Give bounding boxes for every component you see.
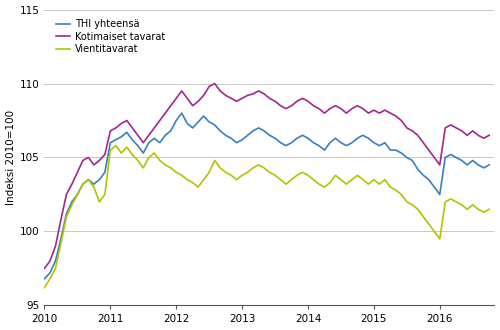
- THI yhteensä: [42, 277, 48, 281]
- Kotimaiset tavarat: [168, 104, 173, 108]
- Vientitavarat: [486, 207, 492, 211]
- Kotimaiset tavarat: [42, 266, 48, 270]
- Vientitavarat: [256, 163, 262, 167]
- Y-axis label: Indeksi 2010=100: Indeksi 2010=100: [6, 110, 16, 205]
- Kotimaiset tavarat: [393, 114, 399, 118]
- Kotimaiset tavarat: [256, 89, 262, 93]
- THI yhteensä: [256, 126, 262, 130]
- THI yhteensä: [404, 155, 410, 159]
- Line: Vientitavarat: Vientitavarat: [44, 146, 489, 288]
- Vientitavarat: [404, 200, 410, 204]
- Vientitavarat: [393, 188, 399, 192]
- THI yhteensä: [393, 148, 399, 152]
- THI yhteensä: [146, 141, 152, 145]
- THI yhteensä: [168, 129, 173, 133]
- Line: Kotimaiset tavarat: Kotimaiset tavarat: [44, 83, 489, 268]
- Vientitavarat: [152, 151, 158, 155]
- THI yhteensä: [178, 111, 184, 115]
- Vientitavarat: [168, 166, 173, 170]
- Kotimaiset tavarat: [212, 82, 218, 85]
- Vientitavarat: [173, 170, 179, 174]
- Line: THI yhteensä: THI yhteensä: [44, 113, 489, 279]
- Kotimaiset tavarat: [146, 133, 152, 137]
- Legend: THI yhteensä, Kotimaiset tavarat, Vientitavarat: THI yhteensä, Kotimaiset tavarat, Vienti…: [54, 17, 168, 56]
- Kotimaiset tavarat: [162, 111, 168, 115]
- Vientitavarat: [113, 144, 119, 148]
- Kotimaiset tavarat: [404, 126, 410, 130]
- Kotimaiset tavarat: [486, 133, 492, 137]
- Vientitavarat: [42, 286, 48, 290]
- THI yhteensä: [486, 163, 492, 167]
- THI yhteensä: [162, 133, 168, 137]
